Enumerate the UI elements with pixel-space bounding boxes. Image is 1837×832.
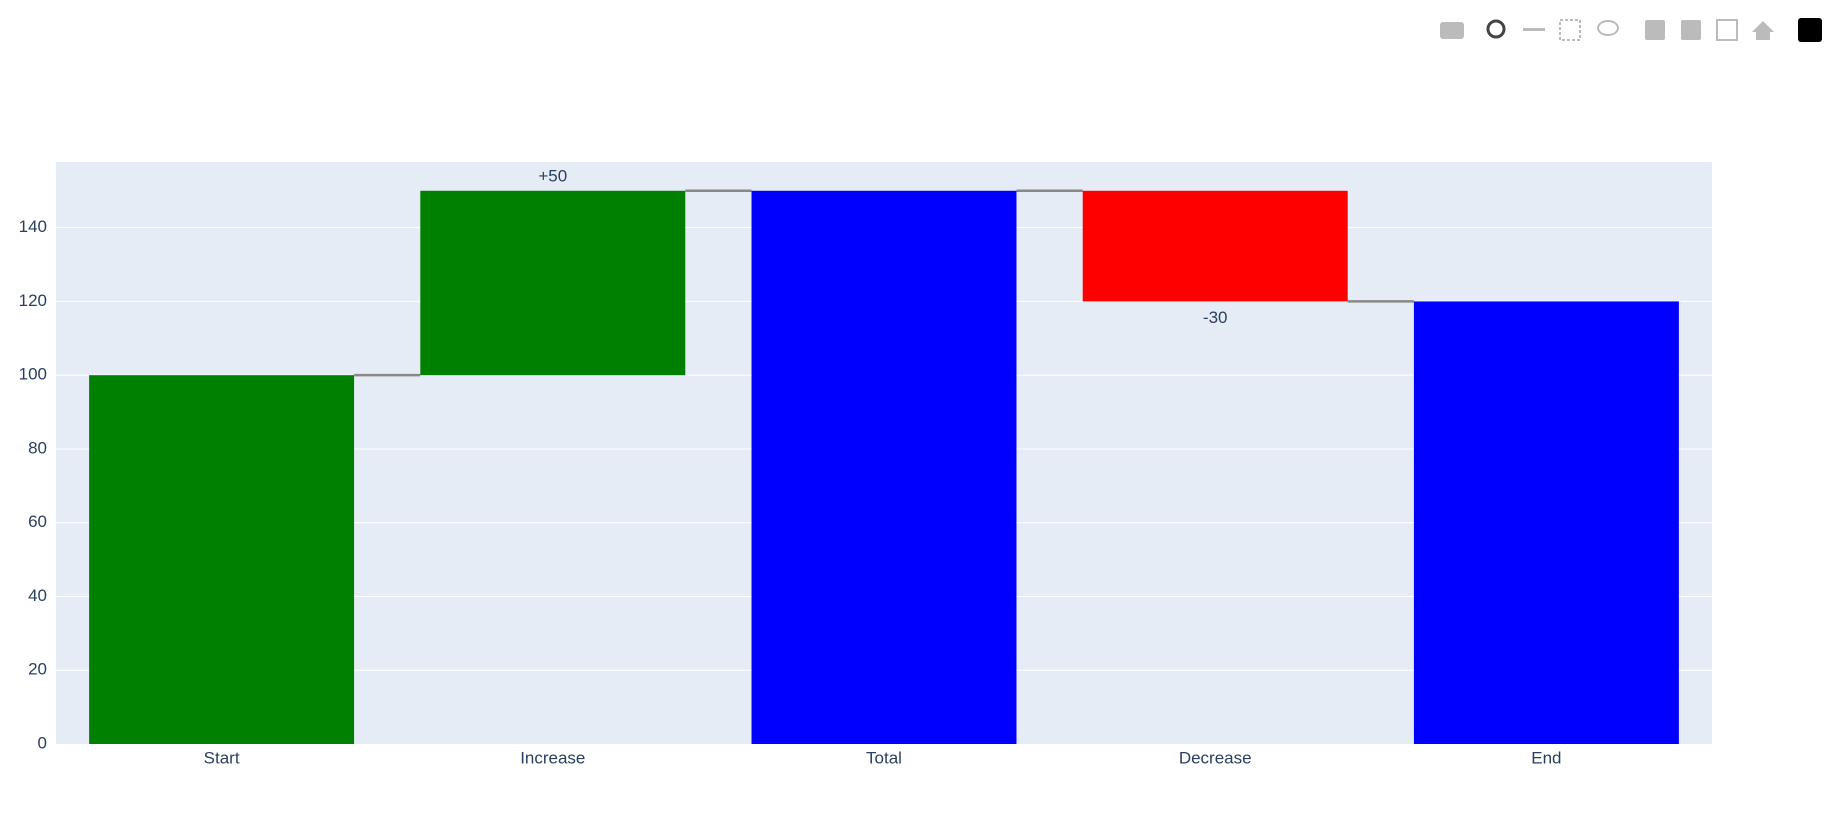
bar: [89, 375, 355, 744]
zoom-in-icon[interactable]: [1645, 20, 1665, 40]
y-tick-label: 100: [19, 365, 47, 384]
home-icon[interactable]: [1752, 21, 1774, 40]
toolbar: [1440, 18, 1822, 42]
camera-icon[interactable]: [1440, 22, 1464, 39]
value-label: -30: [1203, 308, 1228, 327]
x-tick-label: Start: [204, 748, 240, 767]
y-tick-label: 60: [28, 512, 47, 531]
zoom-out-icon[interactable]: [1681, 20, 1701, 40]
y-tick-label: 20: [28, 660, 47, 679]
y-tick-label: 120: [19, 291, 47, 310]
x-tick-label: Decrease: [1179, 748, 1252, 767]
y-tick-label: 0: [38, 733, 47, 752]
x-tick-label: End: [1531, 748, 1561, 767]
autoscale-icon[interactable]: [1716, 19, 1738, 41]
bar: [1413, 301, 1679, 744]
bar: [1082, 190, 1348, 302]
y-tick-label: 40: [28, 586, 47, 605]
lasso-icon[interactable]: [1597, 20, 1619, 36]
plotly-logo[interactable]: [1798, 18, 1822, 42]
value-label: +50: [538, 166, 567, 185]
bar: [420, 190, 686, 376]
y-tick-label: 140: [19, 217, 47, 236]
x-tick-label: Increase: [520, 748, 585, 767]
bar: [751, 190, 1017, 744]
zoom-icon[interactable]: [1486, 19, 1506, 39]
x-tick-label: Total: [866, 748, 902, 767]
pan-icon[interactable]: [1523, 28, 1545, 31]
select-icon[interactable]: [1559, 19, 1581, 41]
y-tick-label: 80: [28, 438, 47, 457]
